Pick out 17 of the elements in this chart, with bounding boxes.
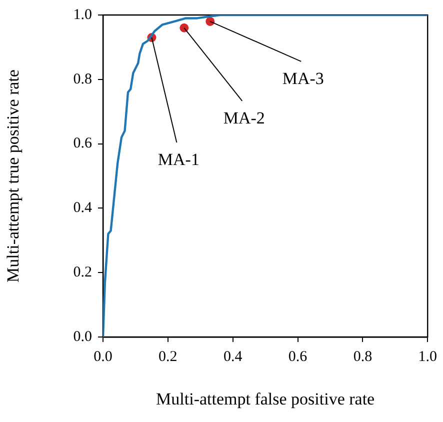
y-tick-label: 0.4 [73,200,92,216]
y-axis-title: Multi-attempt true positive rate [4,70,23,282]
x-tick-label: 0.6 [288,348,308,365]
x-tick-label: 0.8 [353,348,372,365]
x-tick-label: 0.4 [223,348,243,365]
x-axis-title: Multi-attempt false positive rate [156,389,375,408]
y-tick-label: 0.8 [73,71,92,88]
annotation: MA-3 [282,68,324,88]
y-tick-label: 0.0 [73,328,92,345]
x-tick-label: 0.0 [94,348,112,365]
annotation: MA-2 [223,108,265,128]
x-tick-label: 0.2 [158,348,178,365]
x-tick-label: 1.0 [418,348,437,365]
y-tick-label: 0.6 [73,136,92,152]
annotation: MA-1 [158,150,200,170]
y-tick-label: 0.2 [73,264,92,281]
y-tick-label: 1.0 [73,6,92,23]
